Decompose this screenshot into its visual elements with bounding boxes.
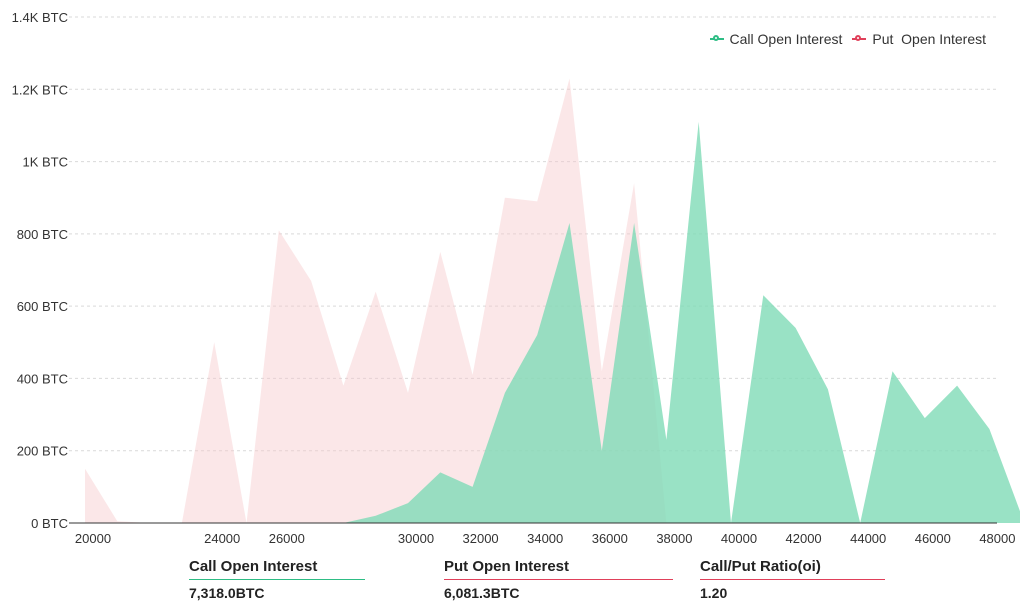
stat-call-open-interest: Call Open Interest 7,318.0BTC bbox=[189, 558, 365, 601]
y-tick-label: 200 BTC bbox=[17, 444, 68, 459]
x-tick-label: 36000 bbox=[592, 531, 628, 546]
x-tick-label: 26000 bbox=[269, 531, 305, 546]
legend: Call Open Interest Put Open Interest bbox=[710, 31, 986, 47]
y-tick-label: 600 BTC bbox=[17, 299, 68, 314]
x-tick-label: 20000 bbox=[75, 531, 111, 546]
stat-call-underline bbox=[189, 579, 365, 580]
x-tick-label: 48000 bbox=[979, 531, 1015, 546]
stat-put-label: Put Open Interest bbox=[444, 558, 673, 579]
legend-label-call: Call Open Interest bbox=[730, 31, 843, 47]
open-interest-chart: 0 BTC 200 BTC 400 BTC 600 BTC 800 BTC 1K BTC 1… bbox=[0, 0, 1020, 550]
x-tick-label: 38000 bbox=[656, 531, 692, 546]
legend-item-put[interactable]: Put Open Interest bbox=[852, 31, 986, 47]
legend-swatch-call bbox=[710, 38, 724, 40]
x-tick-label: 40000 bbox=[721, 531, 757, 546]
y-tick-label: 1.2K BTC bbox=[12, 82, 68, 97]
y-tick-label: 1.4K BTC bbox=[12, 10, 68, 25]
stat-call-label: Call Open Interest bbox=[189, 558, 365, 579]
x-tick-label: 34000 bbox=[527, 531, 563, 546]
x-tick-label: 30000 bbox=[398, 531, 434, 546]
y-tick-label: 0 BTC bbox=[31, 516, 68, 531]
stat-put-value: 6,081.3BTC bbox=[444, 585, 673, 601]
stat-put-open-interest: Put Open Interest 6,081.3BTC bbox=[444, 558, 673, 601]
y-tick-label: 800 BTC bbox=[17, 227, 68, 242]
legend-swatch-put bbox=[852, 38, 866, 40]
y-tick-label: 400 BTC bbox=[17, 371, 68, 386]
legend-label-put: Put Open Interest bbox=[872, 31, 986, 47]
x-tick-label: 44000 bbox=[850, 531, 886, 546]
stat-ratio-label: Call/Put Ratio(oi) bbox=[700, 558, 885, 579]
x-tick-label: 32000 bbox=[463, 531, 499, 546]
summary-panel: Call Open Interest 7,318.0BTC Put Open I… bbox=[0, 558, 1020, 609]
stat-call-value: 7,318.0BTC bbox=[189, 585, 365, 601]
legend-item-call[interactable]: Call Open Interest bbox=[710, 31, 843, 47]
stat-call-put-ratio: Call/Put Ratio(oi) 1.20 bbox=[700, 558, 885, 601]
area-series bbox=[85, 78, 1020, 523]
stat-ratio-value: 1.20 bbox=[700, 585, 885, 601]
x-tick-label: 46000 bbox=[915, 531, 951, 546]
stat-ratio-underline bbox=[700, 579, 885, 580]
y-tick-label: 1K BTC bbox=[22, 155, 68, 170]
x-tick-label: 42000 bbox=[786, 531, 822, 546]
x-tick-label: 24000 bbox=[204, 531, 240, 546]
stat-put-underline bbox=[444, 579, 673, 580]
